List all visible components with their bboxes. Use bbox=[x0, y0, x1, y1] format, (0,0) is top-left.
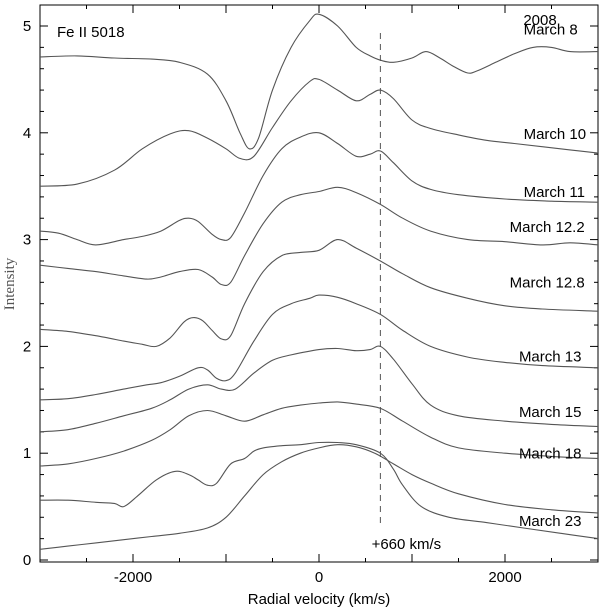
series-labels: March 8 March 10 March 11 March 12.2 March 1… bbox=[510, 22, 586, 530]
series-label: March 8 bbox=[524, 22, 578, 39]
panel-label: Fe II 5018 bbox=[57, 24, 125, 41]
y-tick-label: 3 bbox=[23, 232, 31, 249]
axis-ticks bbox=[40, 5, 598, 562]
series-line bbox=[39, 186, 599, 287]
series-line bbox=[39, 132, 599, 246]
series-label: March 15 bbox=[519, 404, 582, 421]
x-axis-label: Radial velocity (km/s) bbox=[248, 591, 391, 608]
year-label: 2008 bbox=[523, 12, 556, 29]
y-tick-label: 0 bbox=[23, 552, 31, 569]
series-label: March 23 bbox=[519, 513, 582, 530]
series-label: March 13 bbox=[519, 348, 582, 365]
series-label: March 12.8 bbox=[510, 275, 585, 292]
series-line bbox=[39, 401, 599, 467]
series-label: March 11 bbox=[524, 184, 585, 201]
series-line bbox=[39, 13, 599, 150]
series-label: March 10 bbox=[524, 126, 587, 143]
x-tick-label: 0 bbox=[315, 569, 323, 586]
y-tick-label: 4 bbox=[23, 125, 31, 142]
y-tick-label: 2 bbox=[23, 338, 31, 355]
velocity-marker-label: +660 km/s bbox=[372, 536, 442, 553]
series-line bbox=[39, 77, 599, 187]
y-tick-label: 5 bbox=[23, 18, 31, 35]
x-tick-label: 2000 bbox=[488, 569, 521, 586]
series-line bbox=[39, 294, 599, 401]
y-tick-label: 1 bbox=[23, 445, 31, 462]
series-line bbox=[39, 444, 599, 550]
series-label: March 12.2 bbox=[510, 219, 585, 236]
x-tick-label: -2000 bbox=[114, 569, 152, 586]
series-label: March 18 bbox=[519, 446, 582, 463]
axis-tick-labels: -2000 0 2000 0 1 2 3 4 5 bbox=[23, 18, 522, 586]
series-line bbox=[39, 345, 599, 433]
series-line bbox=[39, 239, 599, 348]
y-axis-label: Intensity bbox=[2, 257, 18, 310]
spectral-series bbox=[39, 13, 599, 550]
series-line bbox=[39, 441, 599, 540]
